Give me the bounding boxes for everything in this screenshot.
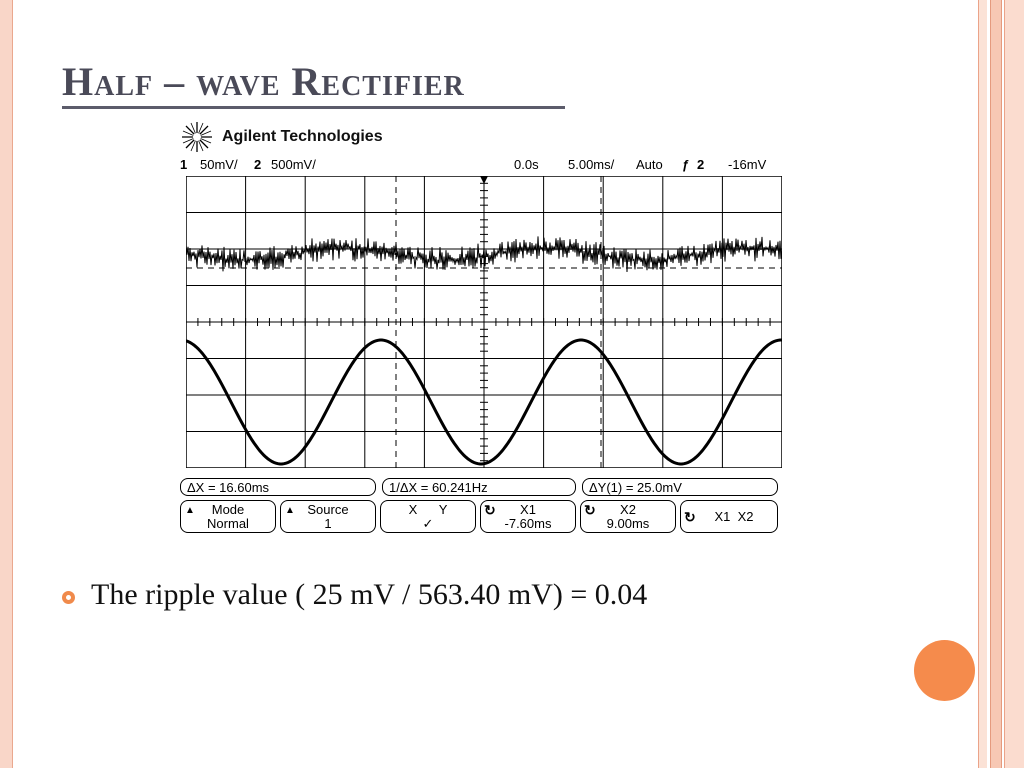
scope-status-bar: 1 50mV/ 2 500mV/ 0.0s 5.00ms/ Auto ƒ 2 -… (180, 157, 784, 175)
x2-label: X2 (620, 502, 636, 517)
source-label: Source (307, 502, 349, 517)
sine-trace (186, 338, 782, 466)
x2-cursor-softkey[interactable]: ↻ X2 9.00ms (580, 500, 676, 533)
trigger-source: 2 (697, 157, 705, 172)
xy-label: X Y (408, 502, 448, 517)
time-scale: 5.00ms/ (568, 157, 615, 172)
source-value: 1 (324, 516, 332, 531)
bullet-item: The ripple value ( 25 mV / 563.40 mV) = … (62, 578, 647, 612)
trigger-slope-icon: ƒ (682, 157, 690, 172)
up-arrow-icon: ▲ (285, 505, 295, 516)
ch2-indicator: 2 (254, 157, 262, 172)
x1-label: X1 (520, 502, 536, 517)
mode-softkey[interactable]: ▲ Mode Normal (180, 500, 276, 533)
brand-name: Agilent Technologies (222, 128, 383, 145)
bullet-circle-icon (62, 590, 75, 604)
waveform-display (186, 176, 782, 468)
mode-label: Mode (211, 502, 245, 517)
slide-title: Half – wave Rectifier (62, 59, 465, 104)
xy-check-icon: ✓ (422, 516, 434, 531)
inverse-delta-x-readout: 1/ΔX = 60.241Hz (382, 478, 576, 496)
xy-softkey[interactable]: X Y ✓ (380, 500, 476, 533)
right-decorative-stripes (978, 0, 1024, 768)
trigger-level: -16mV (728, 157, 767, 172)
ripple-trace (186, 236, 782, 273)
x1x2-softkey[interactable]: ↻ X1 X2 (680, 500, 778, 533)
ripple-value-text: The ripple value ( 25 mV / 563.40 mV) = … (91, 578, 648, 611)
stripe-1 (978, 0, 987, 768)
stripe-2 (990, 0, 1002, 768)
x1-cursor-softkey[interactable]: ↻ X1 -7.60ms (480, 500, 576, 533)
time-offset: 0.0s (514, 157, 539, 172)
rotate-knob-icon: ↻ (684, 509, 696, 525)
up-arrow-icon: ▲ (185, 505, 195, 516)
left-decorative-stripe (0, 0, 13, 768)
rotate-knob-icon: ↻ (484, 502, 496, 518)
delta-x-readout: ΔX = 16.60ms (180, 478, 376, 496)
mode-value: Normal (207, 516, 249, 531)
stripe-3 (1004, 0, 1024, 768)
x1x2-label: X1 X2 (714, 509, 754, 524)
source-softkey[interactable]: ▲ Source 1 (280, 500, 376, 533)
scope-brand: Agilent Technologies (180, 120, 383, 154)
delta-y-readout: ΔY(1) = 25.0mV (582, 478, 778, 496)
title-underline (62, 106, 565, 109)
oscilloscope-screenshot: Agilent Technologies 1 50mV/ 2 500mV/ 0.… (176, 118, 788, 538)
x2-value: 9.00ms (606, 516, 650, 531)
agilent-spark-icon (182, 122, 212, 152)
ch1-indicator: 1 (180, 157, 188, 172)
trigger-mode: Auto (636, 157, 663, 172)
trigger-marker-icon (480, 176, 488, 184)
scope-display (186, 176, 782, 468)
ch1-scale: 50mV/ (200, 157, 238, 172)
x1-value: -7.60ms (504, 516, 552, 531)
decorative-orange-circle (914, 640, 975, 701)
rotate-knob-icon: ↻ (584, 502, 596, 518)
ch2-scale: 500mV/ (271, 157, 316, 172)
